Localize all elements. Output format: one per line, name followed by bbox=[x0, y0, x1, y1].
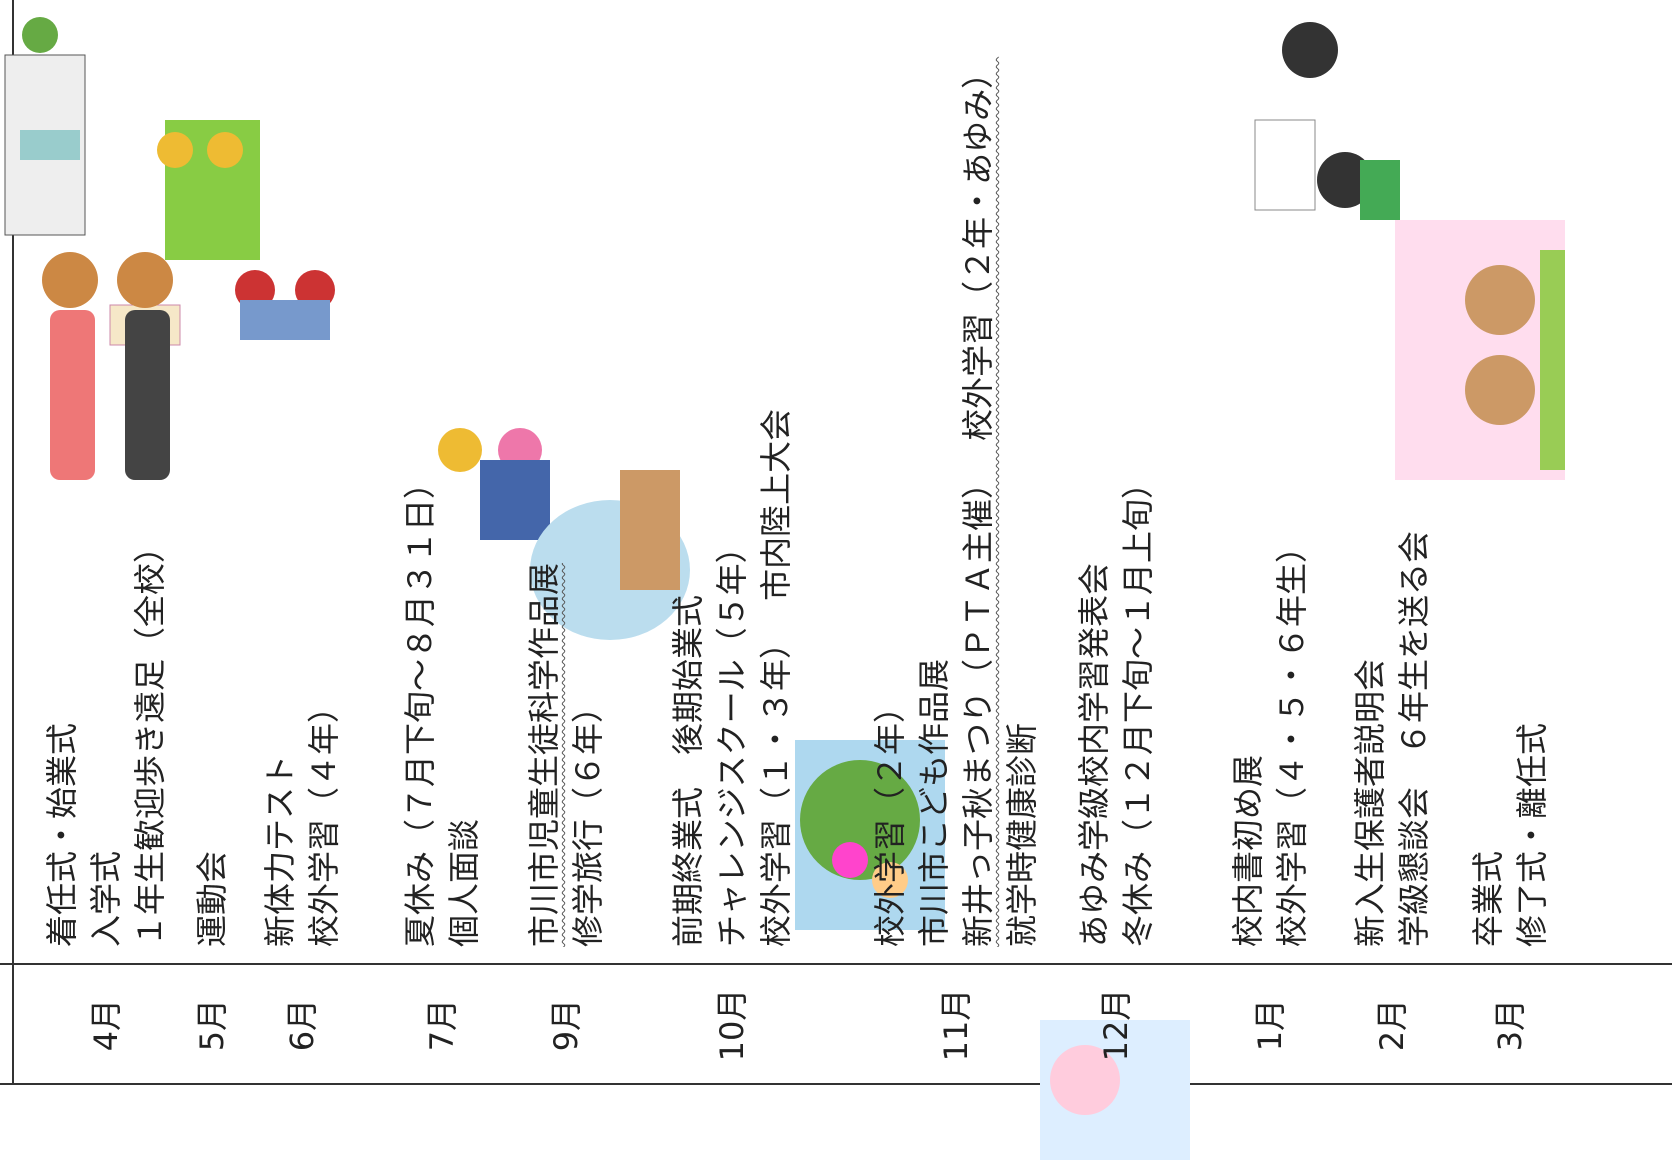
event-list: 着任式・始業式 入学式 １年生歓迎歩き遠足（全校） bbox=[40, 47, 172, 947]
event-text: 卒業式 bbox=[1469, 850, 1507, 947]
health-check-illustration bbox=[1254, 22, 1400, 220]
event-text: 就学時健康診断 bbox=[1003, 722, 1041, 947]
event-item: 入学式 bbox=[84, 47, 128, 947]
event-list: 運動会 bbox=[190, 47, 234, 947]
month-label: 9月 bbox=[547, 998, 585, 1052]
event-text: 校外学習（１・３年） 市内陸上大会 bbox=[757, 408, 795, 947]
event-list: 前期終業式 後期始業式 チャレンジスクール（５年） 校外学習（１・３年） 市内陸上大… bbox=[666, 47, 798, 947]
event-text: 修了式・離任式 bbox=[1513, 722, 1551, 947]
event-text: 学級懇談会 ６年生を送る会 bbox=[1395, 530, 1433, 947]
month-label: 3月 bbox=[1491, 998, 1529, 1052]
event-text: チャレンジスクール（５年） bbox=[713, 531, 751, 947]
event-item: １年生歓迎歩き遠足（全校） bbox=[128, 47, 172, 947]
month-label: 10月 bbox=[713, 988, 751, 1062]
entrance-kids bbox=[42, 252, 181, 480]
event-text: 新体力テスト bbox=[261, 754, 299, 947]
forest-illustration bbox=[795, 740, 945, 930]
event-list: 校外学習（２年） 市川市こども作品展 新井っ子秋まつり（ＰＴＡ主催） 校外学習（２年… bbox=[868, 47, 1044, 947]
event-list: 市川市児童生徒科学作品展 修学旅行（６年） bbox=[522, 47, 610, 947]
event-item: 夏休み（７月下旬～８月３１日） bbox=[398, 47, 442, 947]
event-list: 夏休み（７月下旬～８月３１日） 個人面談 bbox=[398, 47, 486, 947]
event-item: 修学旅行（６年） bbox=[566, 47, 610, 947]
event-item: 修了式・離任式 bbox=[1510, 47, 1554, 947]
event-item: チャレンジスクール（５年） bbox=[710, 47, 754, 947]
event-text: 冬休み（１２月下旬～１月上旬） bbox=[1119, 466, 1157, 947]
event-item: 新体力テスト bbox=[258, 47, 302, 947]
month-label: 4月 bbox=[87, 998, 125, 1052]
event-text: 校外学習（４・５・６年生） bbox=[1273, 530, 1311, 947]
event-text: あゆみ学級校内学習発表会 bbox=[1075, 562, 1113, 947]
event-text: １年生歓迎歩き遠足（全校） bbox=[131, 530, 169, 947]
event-list: 新体力テスト 校外学習（４年） bbox=[258, 47, 346, 947]
event-item: 新井っ子秋まつり（ＰＴＡ主催） 校外学習（２年・あゆみ） bbox=[956, 47, 1000, 947]
month-label: 7月 bbox=[423, 998, 461, 1052]
month-label: 5月 bbox=[193, 998, 231, 1052]
event-item: 市川市児童生徒科学作品展 bbox=[522, 47, 566, 947]
swim-kids bbox=[438, 428, 550, 540]
event-item: 冬休み（１２月下旬～１月上旬） bbox=[1116, 47, 1160, 947]
event-text: 新井っ子秋まつり（ＰＴＡ主催） 校外学習（２年・あゆみ） bbox=[959, 56, 997, 947]
month-label: 1月 bbox=[1251, 998, 1289, 1052]
event-text: 入学式 bbox=[87, 850, 125, 947]
event-text: 着任式・始業式 bbox=[43, 722, 81, 947]
event-list: 卒業式 修了式・離任式 bbox=[1466, 47, 1554, 947]
event-item: 就学時健康診断 bbox=[1000, 47, 1044, 947]
event-item: 学級懇談会 ６年生を送る会 bbox=[1392, 47, 1436, 947]
event-item: 校内書初め展 bbox=[1226, 47, 1270, 947]
month-label: 6月 bbox=[283, 998, 321, 1052]
month-label: 2月 bbox=[1373, 998, 1411, 1052]
event-text: 修学旅行（６年） bbox=[569, 690, 607, 947]
event-text: 校内書初め展 bbox=[1229, 754, 1267, 947]
excursion-kids bbox=[157, 120, 260, 260]
graduation-illustration bbox=[1395, 220, 1565, 480]
event-text: 前期終業式 後期始業式 bbox=[669, 594, 707, 947]
event-list: 新入生保護者説明会 学級懇談会 ６年生を送る会 bbox=[1348, 47, 1436, 947]
event-item: 個人面談 bbox=[442, 47, 486, 947]
event-text: 校外学習（２年） bbox=[871, 690, 909, 947]
event-list: あゆみ学級校内学習発表会 冬休み（１２月下旬～１月上旬） bbox=[1072, 47, 1160, 947]
event-list: 校内書初め展 校外学習（４・５・６年生） bbox=[1226, 47, 1314, 947]
month-label: 11月 bbox=[937, 988, 975, 1062]
event-text: 新入生保護者説明会 bbox=[1351, 658, 1389, 947]
event-item: 市川市こども作品展 bbox=[912, 47, 956, 947]
event-item: 運動会 bbox=[190, 47, 234, 947]
event-item: 校外学習（４・５・６年生） bbox=[1270, 47, 1314, 947]
event-item: 校外学習（２年） bbox=[868, 47, 912, 947]
event-text: 運動会 bbox=[193, 850, 231, 947]
event-item: 新入生保護者説明会 bbox=[1348, 47, 1392, 947]
event-item: 校外学習（４年） bbox=[302, 47, 346, 947]
event-text: 市川市こども作品展 bbox=[915, 658, 953, 947]
event-item: あゆみ学級校内学習発表会 bbox=[1072, 47, 1116, 947]
event-text: 校外学習（４年） bbox=[305, 690, 343, 947]
event-text: 市川市児童生徒科学作品展 bbox=[525, 562, 563, 947]
event-item: 校外学習（１・３年） 市内陸上大会 bbox=[754, 47, 798, 947]
event-item: 着任式・始業式 bbox=[40, 47, 84, 947]
month-label: 12月 bbox=[1097, 988, 1135, 1062]
school-illustration bbox=[4, 17, 86, 236]
event-item: 卒業式 bbox=[1466, 47, 1510, 947]
summer-illustration bbox=[530, 470, 690, 640]
sports-kids bbox=[235, 270, 335, 340]
event-item: 前期終業式 後期始業式 bbox=[666, 47, 710, 947]
study-illustration bbox=[1040, 1020, 1190, 1160]
event-text: 個人面談 bbox=[445, 818, 483, 947]
event-text: 夏休み（７月下旬～８月３１日） bbox=[401, 466, 439, 947]
